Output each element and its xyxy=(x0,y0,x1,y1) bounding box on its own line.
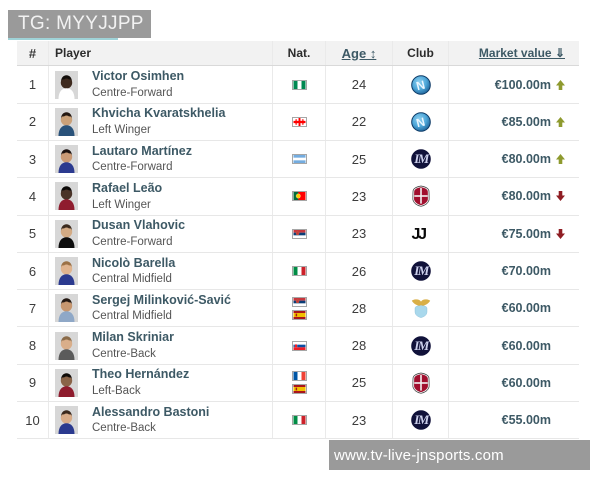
svg-text:IM: IM xyxy=(413,151,430,166)
svg-text:JJ: JJ xyxy=(411,226,426,243)
svg-text:IM: IM xyxy=(413,412,430,427)
svg-text:IM: IM xyxy=(413,263,430,278)
svg-text:IM: IM xyxy=(413,338,430,353)
